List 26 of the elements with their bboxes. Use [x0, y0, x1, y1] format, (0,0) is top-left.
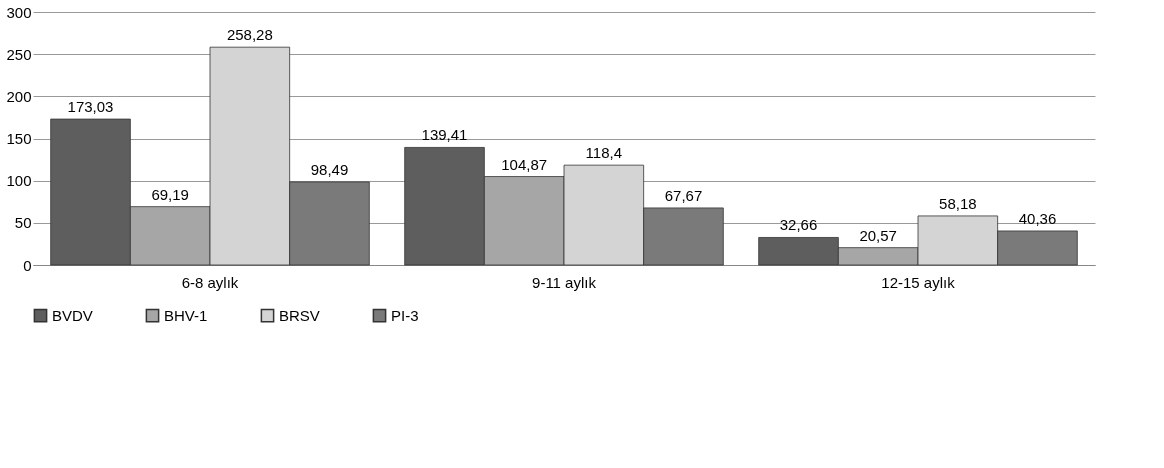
data-label: 20,57	[859, 226, 897, 244]
y-tick-label: 200	[6, 87, 32, 105]
data-label: 139,41	[421, 126, 468, 144]
data-label: 118,4	[585, 144, 623, 162]
data-label: 69,19	[151, 185, 189, 203]
y-tick-label: 250	[6, 45, 32, 63]
y-tick-label: 150	[6, 130, 32, 147]
x-tick-label: 12-15 aylık	[881, 273, 956, 291]
data-label: 40,36	[1018, 209, 1057, 227]
x-tick-label: 6-8 aylık	[181, 273, 239, 291]
legend-label: BRSV	[279, 306, 320, 324]
data-label: 67,67	[664, 186, 703, 204]
data-label: 98,49	[310, 160, 349, 178]
data-label: 32,66	[779, 216, 818, 234]
data-label: 58,18	[939, 194, 977, 212]
legend-label: PI-3	[391, 306, 419, 324]
x-tick-label: 9-11 aylık	[532, 273, 597, 291]
y-tick-label: 300	[6, 3, 32, 21]
y-tick-label: 50	[14, 214, 32, 232]
y-tick-label: 0	[23, 256, 32, 274]
data-label: 104,87	[501, 155, 548, 173]
data-label: 258,28	[226, 26, 273, 44]
legend-label: BHV-1	[164, 306, 208, 324]
y-tick-label: 100	[6, 172, 32, 190]
data-label: 173,03	[67, 98, 114, 116]
legend-label: BVDV	[52, 306, 93, 324]
